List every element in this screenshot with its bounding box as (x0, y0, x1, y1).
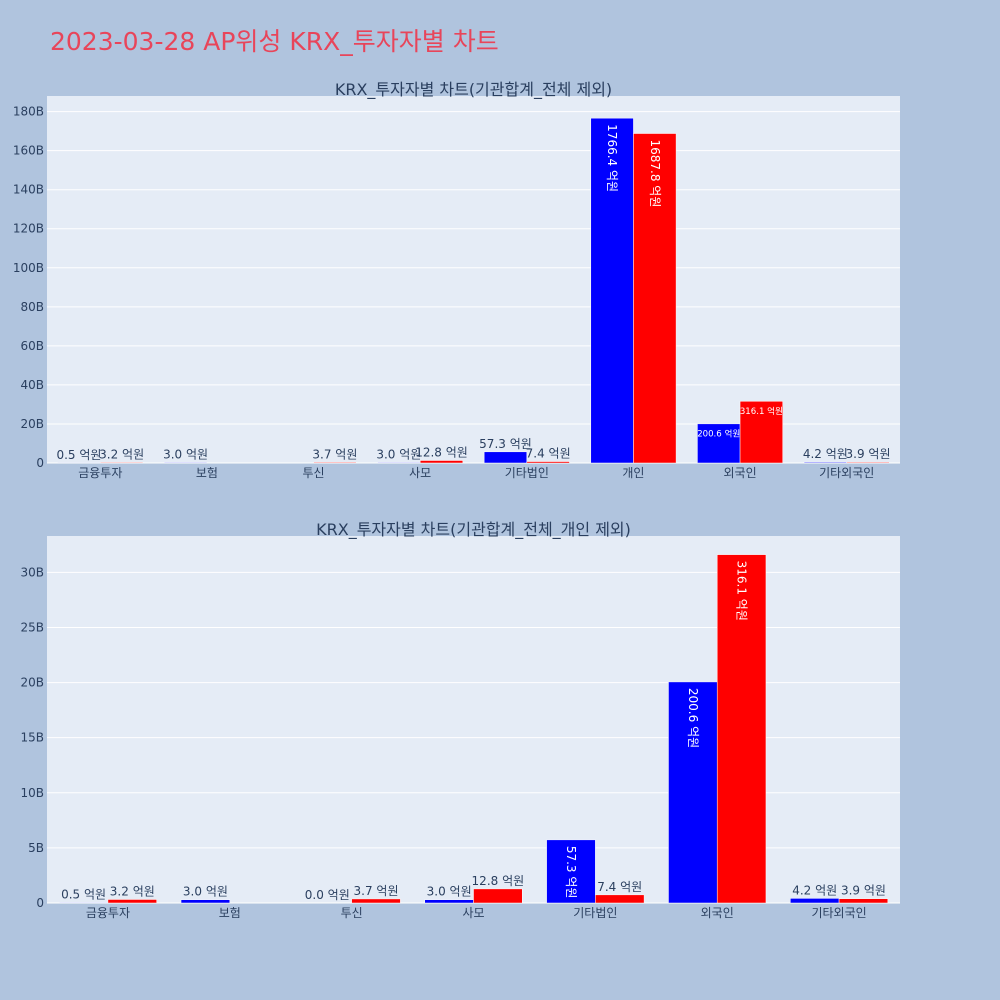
y-tick-label: 140B (13, 183, 44, 197)
y-tick-label: 20B (20, 417, 44, 431)
data-label: 57.3 억원 (479, 437, 532, 451)
sell-bar (419, 460, 464, 464)
buy-bar (668, 681, 718, 904)
data-label: 0.5 억원 (56, 448, 101, 462)
x-tick-label: 외국인 (724, 466, 757, 480)
chart-title: KRX_투자자별 차트(기관합계_전체 제외) (335, 80, 612, 100)
x-tick-label: 보험 (196, 466, 218, 480)
sell-bar (313, 462, 357, 464)
sell-bar (107, 899, 157, 904)
y-tick-label: 0 (36, 456, 44, 470)
data-label: 3.2 억원 (110, 884, 155, 898)
buy-bar (58, 902, 109, 904)
data-label: 3.0 억원 (427, 885, 472, 899)
sell-bar (100, 462, 144, 464)
data-label: 7.4 억원 (526, 447, 571, 461)
y-tick-label: 40B (20, 378, 44, 392)
sell-bar (633, 133, 677, 464)
y-tick-label: 30B (20, 565, 44, 579)
y-tick-label: 20B (20, 676, 44, 690)
data-label: 3.0 억원 (376, 447, 421, 461)
sell-bar (846, 461, 890, 464)
data-label: 1687.8 억원 (648, 140, 662, 208)
x-tick-label: 사모 (462, 906, 484, 920)
sell-bar (473, 888, 523, 904)
y-tick-label: 25B (20, 620, 44, 634)
y-tick-label: 80B (20, 300, 44, 314)
y-tick-label: 180B (13, 105, 44, 119)
data-label: 7.4 억원 (597, 880, 642, 894)
data-label: 3.9 억원 (841, 884, 886, 898)
data-label: 0.5 억원 (61, 887, 106, 901)
buy-bar (483, 451, 528, 464)
data-label: 316.1 억원 (735, 561, 749, 621)
buy-bar (590, 117, 634, 464)
chart-title: KRX_투자자별 차트(기관합계_전체_개인 제외) (316, 520, 631, 540)
data-label: 3.7 억원 (354, 884, 399, 898)
y-tick-label: 100B (13, 261, 44, 275)
buy-bar (546, 839, 596, 904)
y-tick-label: 5B (28, 841, 44, 855)
data-label: 4.2 억원 (792, 883, 837, 897)
x-tick-label: 금융투자 (86, 906, 130, 920)
buy-bar (424, 899, 474, 904)
data-label: 12.8 억원 (472, 874, 525, 888)
data-label: 3.7 억원 (312, 447, 357, 461)
sell-bar (838, 898, 889, 904)
data-label: 316.1 억원 (740, 405, 783, 417)
data-label: 3.2 억원 (99, 447, 144, 461)
x-tick-label: 개인 (622, 466, 644, 480)
y-tick-label: 0 (36, 896, 44, 910)
x-tick-label: 투신 (303, 466, 325, 480)
x-tick-label: 기타법인 (573, 906, 617, 920)
x-tick-label: 기타외국인 (819, 466, 874, 480)
buy-bar (790, 898, 840, 904)
data-label: 200.6 억원 (686, 688, 700, 748)
data-label: 12.8 억원 (415, 446, 468, 460)
data-label: 0.0 억원 (305, 888, 350, 902)
sell-bar (526, 461, 570, 464)
buy-bar (180, 899, 231, 904)
sell-bar (716, 554, 767, 904)
sell-bar (351, 898, 401, 904)
y-tick-label: 160B (13, 144, 44, 158)
y-tick-label: 60B (20, 339, 44, 353)
y-tick-label: 120B (13, 222, 44, 236)
x-tick-label: 사모 (409, 466, 431, 480)
x-tick-label: 기타법인 (505, 466, 549, 480)
sell-bar (595, 894, 645, 904)
chart-2: 0 5B 10B 15B 20B 25B 30B KRX_투자자별 차트(기관합계_전체_개인… (20, 520, 900, 920)
buy-bar (697, 423, 741, 464)
x-tick-label: 외국인 (701, 906, 734, 920)
data-label: 1766.4 억원 (605, 124, 619, 192)
buy-bar (803, 461, 847, 464)
sell-bar (739, 401, 783, 464)
data-label: 3.0 억원 (163, 447, 208, 461)
buy-bar (164, 462, 208, 464)
data-label: 57.3 억원 (564, 846, 578, 899)
data-label: 4.2 억원 (803, 447, 848, 461)
data-label: 200.6 억원 (697, 427, 740, 439)
chart-1: 0 20B 40B 60B 80B 100B 120B 140B 160B 180B KRX_투자자… (13, 80, 900, 480)
buy-bar (377, 462, 421, 464)
data-label: 3.0 억원 (183, 885, 228, 899)
y-tick-label: 15B (20, 731, 44, 745)
x-tick-label: 투신 (341, 906, 363, 920)
page-title: 2023-03-28 AP위성 KRX_투자자별 차트 (50, 27, 499, 56)
x-tick-label: 기타외국인 (811, 906, 866, 920)
x-tick-label: 보험 (219, 906, 241, 920)
data-label: 3.9 억원 (846, 447, 891, 461)
x-tick-label: 금융투자 (78, 466, 122, 480)
y-tick-label: 10B (20, 786, 44, 800)
